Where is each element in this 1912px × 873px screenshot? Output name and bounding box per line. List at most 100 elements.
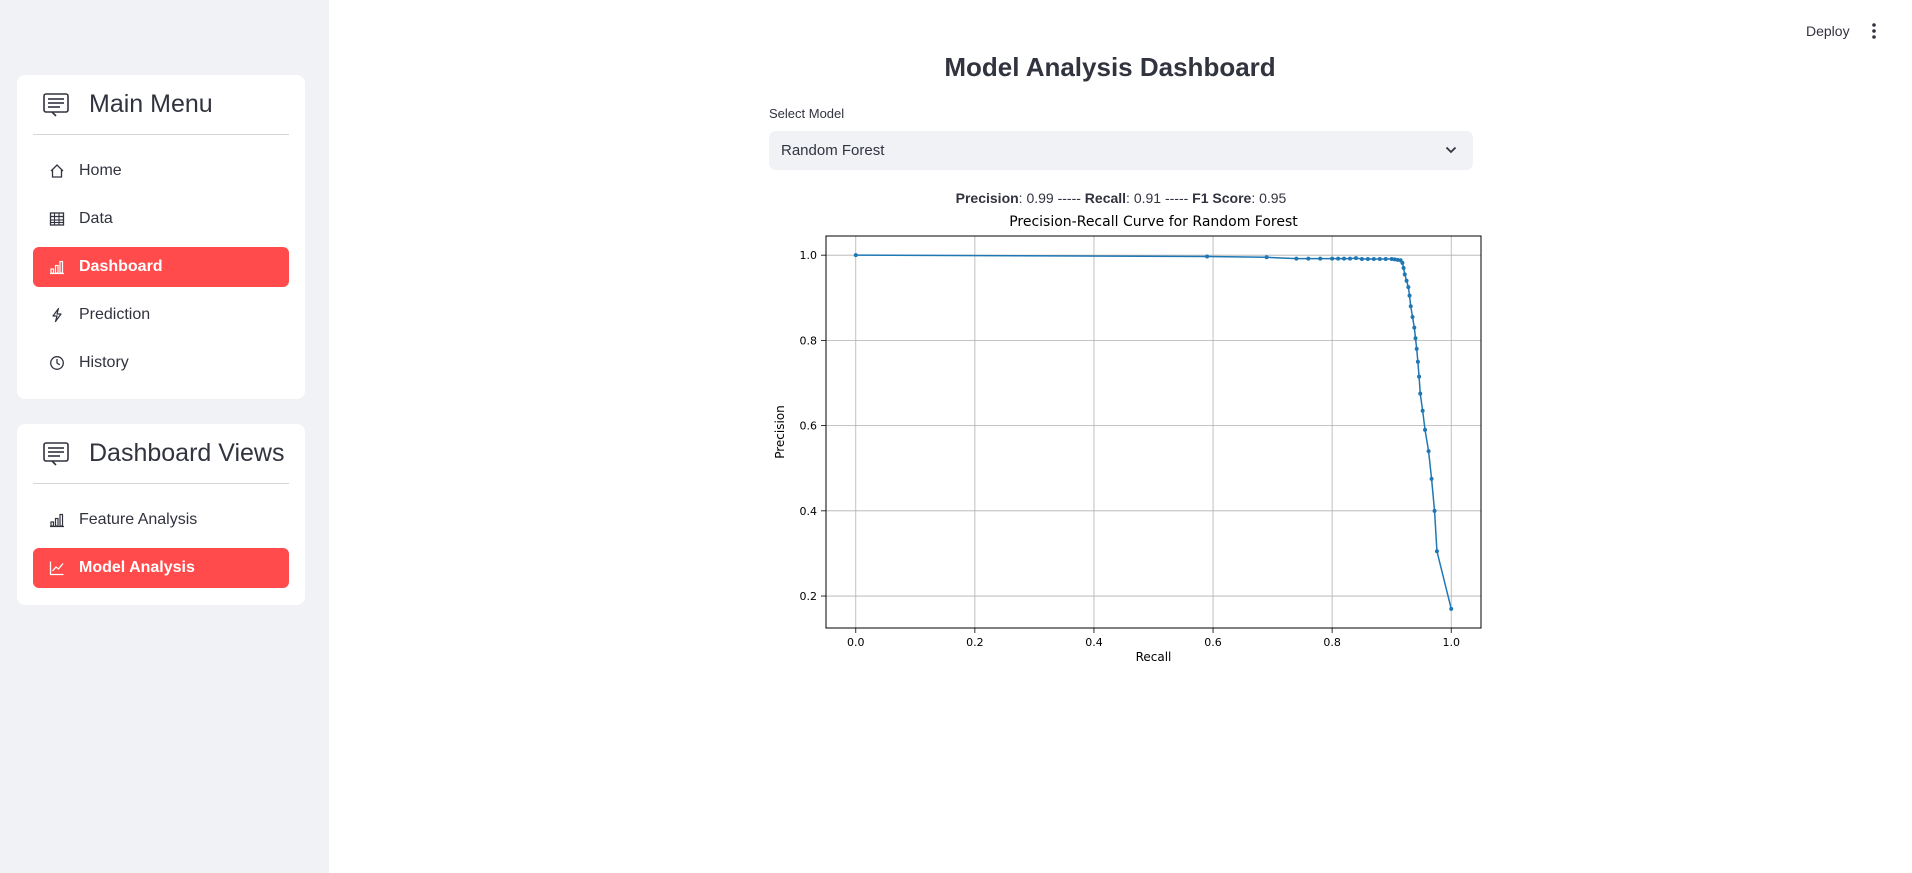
pr-curve-line	[855, 254, 1452, 610]
pr-curve-point	[1449, 606, 1454, 611]
pr-curve-point	[1401, 265, 1406, 270]
pr-curve-point	[1414, 346, 1419, 351]
sidebar-item-label: Data	[79, 210, 113, 227]
chart-title: Precision-Recall Curve for Random Forest	[1009, 214, 1298, 230]
precision-value: : 0.99 -----	[1018, 190, 1085, 206]
pr-curve-point	[1371, 257, 1376, 262]
pr-curve-point	[1336, 256, 1341, 261]
pr-curve-point	[1434, 549, 1439, 554]
pr-curve-point	[1400, 260, 1405, 265]
pr-curve-chart: Precision-Recall Curve for Random Forest…	[760, 212, 1490, 664]
dashboard-views-title: Dashboard Views	[89, 439, 285, 467]
model-select-label: Select Model	[769, 106, 845, 121]
menu-list-icon	[43, 441, 69, 466]
pr-curve-point	[1264, 255, 1269, 260]
dashboard-views-header: Dashboard Views	[33, 424, 289, 484]
pr-curve-point	[1353, 256, 1358, 261]
pr-curve-point	[1359, 257, 1364, 262]
pr-curve-point	[1377, 257, 1382, 262]
x-tick-label: 0.6	[1204, 636, 1222, 649]
deploy-button[interactable]: Deploy	[1806, 23, 1850, 39]
pr-curve-svg: Precision-Recall Curve for Random Forest…	[773, 214, 1482, 664]
model-select[interactable]: Random Forest	[769, 131, 1473, 170]
recall-value: : 0.91 -----	[1126, 190, 1193, 206]
menu-list-icon	[43, 92, 69, 117]
x-tick-label: 0.2	[966, 636, 984, 649]
pr-curve-point	[1423, 427, 1428, 432]
pr-curve-point	[853, 253, 858, 258]
pr-curve-point	[1402, 272, 1407, 277]
sidebar-item-label: History	[79, 354, 129, 371]
main-menu-list: Home Data Dashboard Prediction History	[33, 151, 289, 383]
sidebar-item-label: Prediction	[79, 306, 151, 323]
pr-curve-point	[1389, 257, 1394, 262]
model-select-value: Random Forest	[781, 142, 885, 159]
pr-curve-point	[1429, 476, 1434, 481]
y-tick-label: 0.8	[800, 334, 818, 347]
pr-curve-point	[1348, 256, 1352, 261]
sidebar-item-history[interactable]: History	[33, 343, 289, 383]
x-axis-label: Recall	[1136, 650, 1172, 662]
pr-curve-point	[1426, 449, 1431, 454]
plot-frame	[825, 235, 1482, 629]
y-tick-label: 0.4	[800, 505, 818, 518]
sidebar-item-dashboard[interactable]: Dashboard	[33, 247, 289, 287]
pr-curve-point	[1294, 256, 1299, 261]
clock-icon	[50, 356, 64, 370]
bar-chart-icon	[50, 260, 64, 275]
sidebar-item-label: Model Analysis	[79, 559, 195, 576]
pr-curve-point	[1407, 293, 1412, 298]
y-tick-label: 0.2	[800, 590, 818, 603]
pr-curve-point	[1418, 391, 1423, 396]
line-chart-icon	[49, 561, 64, 576]
pr-curve-point	[1306, 256, 1311, 261]
dashboard-views-menu: Dashboard Views Feature Analysis Model An…	[17, 424, 305, 605]
y-axis-label: Precision	[773, 405, 787, 459]
bar-chart-icon	[50, 513, 64, 528]
sidebar-item-prediction[interactable]: Prediction	[33, 295, 289, 335]
kebab-menu-icon[interactable]	[1870, 22, 1878, 40]
pr-curve-point	[1410, 314, 1415, 319]
pr-curve-point	[1395, 257, 1400, 262]
sidebar-item-label: Home	[79, 162, 122, 179]
pr-curve-point	[1413, 336, 1418, 341]
sidebar-item-home[interactable]: Home	[33, 151, 289, 191]
y-tick-label: 0.6	[800, 420, 818, 433]
chevron-down-icon	[1445, 146, 1457, 154]
pr-curve-point	[1342, 256, 1347, 261]
sidebar-item-label: Feature Analysis	[79, 511, 198, 528]
sidebar: Main Menu Home Data Dashboard Prediction His…	[0, 0, 329, 873]
pr-curve-point	[1415, 359, 1420, 364]
sidebar-item-label: Dashboard	[79, 258, 163, 275]
y-tick-label: 1.0	[800, 249, 818, 262]
sidebar-item-data[interactable]: Data	[33, 199, 289, 239]
pr-curve-point	[1365, 257, 1370, 262]
f1-label: F1 Score	[1192, 190, 1252, 206]
table-icon	[49, 212, 65, 226]
main-menu-title: Main Menu	[89, 90, 213, 118]
recall-label: Recall	[1084, 190, 1127, 206]
main-menu: Main Menu Home Data Dashboard Prediction His…	[17, 75, 305, 399]
metrics-summary: Precision: 0.99 ----- Recall: 0.91 -----…	[769, 190, 1473, 206]
pr-curve-point	[1392, 257, 1397, 262]
x-tick-label: 0.8	[1323, 636, 1341, 649]
pr-curve-point	[1420, 408, 1425, 413]
pr-curve-point	[1205, 254, 1210, 259]
page-title: Model Analysis Dashboard	[944, 52, 1276, 82]
pr-curve-point	[1412, 325, 1417, 330]
dashboard-views-list: Feature Analysis Model Analysis	[33, 500, 289, 588]
x-tick-label: 0.0	[847, 636, 865, 649]
precision-label: Precision	[955, 190, 1019, 206]
main-menu-header: Main Menu	[33, 75, 289, 135]
pr-curve-point	[1432, 508, 1437, 513]
x-tick-label: 0.4	[1085, 636, 1103, 649]
pr-curve-point	[1318, 256, 1323, 261]
pr-curve-point	[1408, 304, 1413, 309]
pr-curve-point	[1404, 278, 1409, 283]
sidebar-item-feature-analysis[interactable]: Feature Analysis	[33, 500, 289, 540]
lightning-icon	[52, 307, 62, 323]
pr-curve-point	[1330, 256, 1335, 261]
sidebar-item-model-analysis[interactable]: Model Analysis	[33, 548, 289, 588]
pr-curve-point	[1383, 257, 1388, 262]
